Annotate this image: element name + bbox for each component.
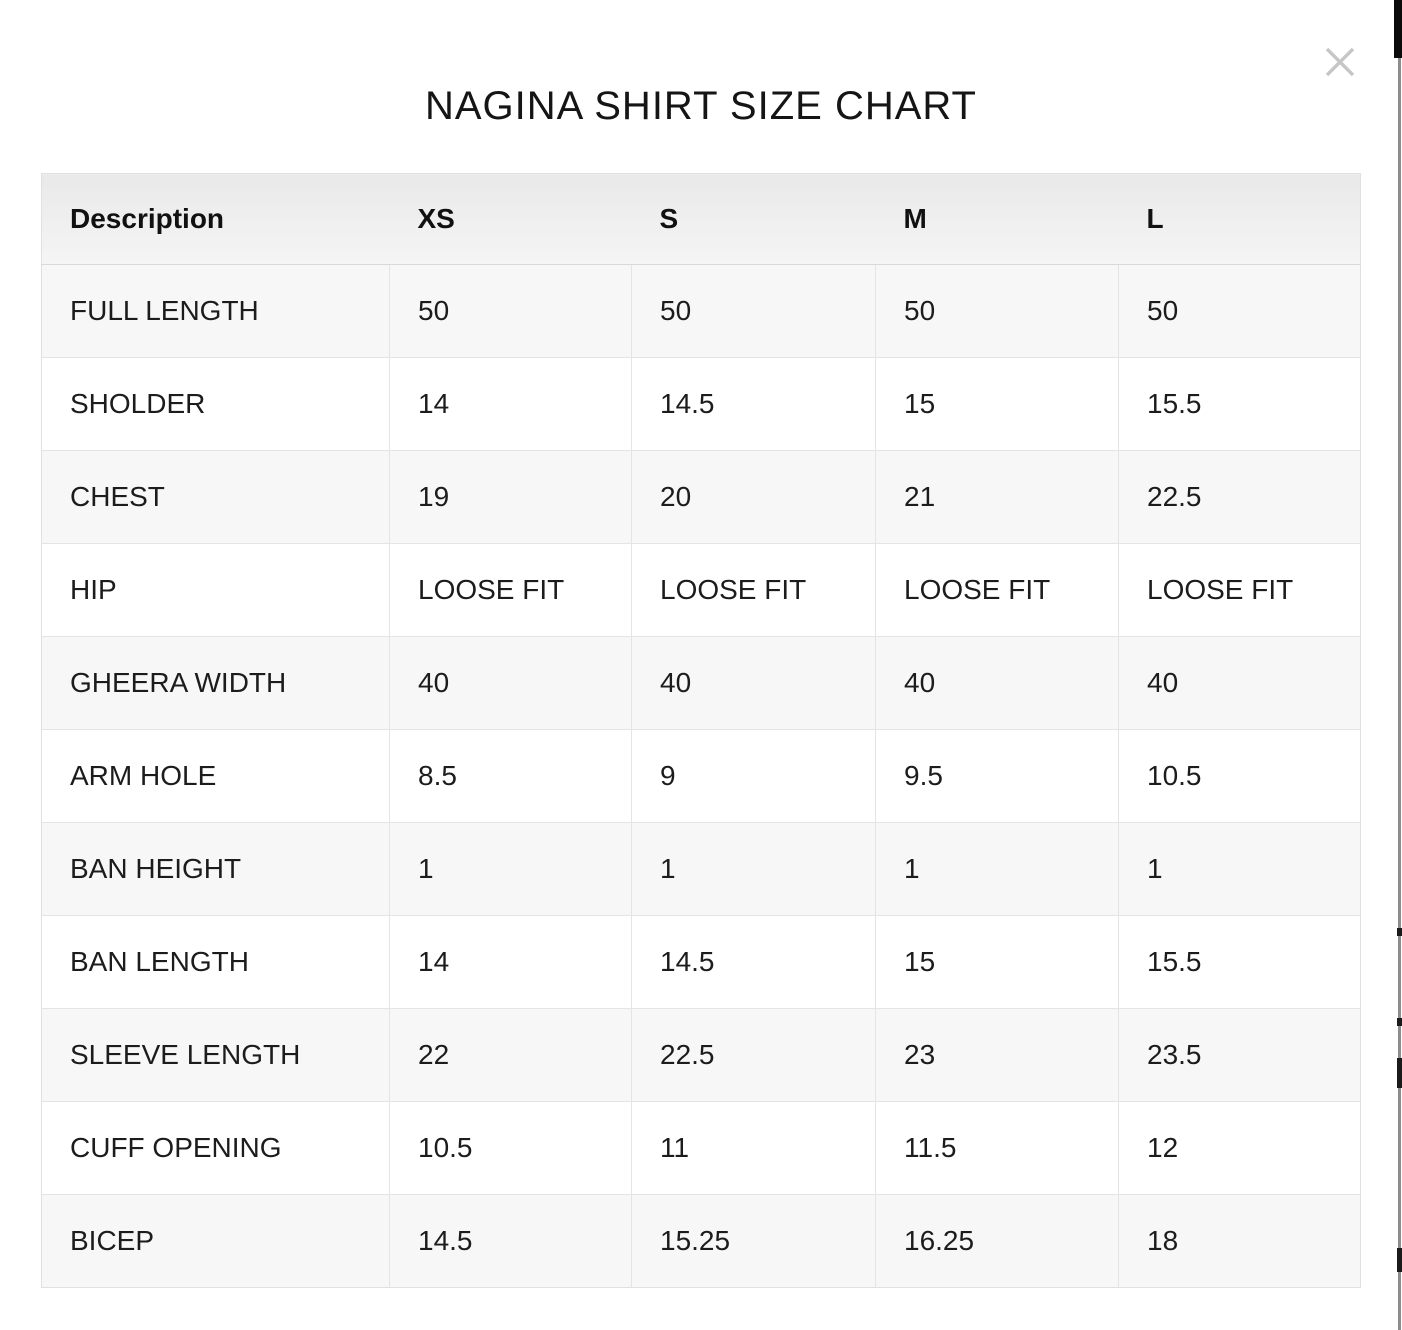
value-cell: 40 <box>1118 636 1361 730</box>
column-header: M <box>875 173 1119 265</box>
value-cell: 15.5 <box>1118 915 1361 1009</box>
value-cell: 23 <box>875 1008 1119 1102</box>
value-cell: 9 <box>631 729 876 823</box>
table-row: CUFF OPENING 10.5 11 11.5 12 <box>41 1101 1361 1195</box>
page-edge-mark <box>1397 1018 1402 1026</box>
value-cell: 50 <box>875 264 1119 358</box>
value-cell: 18 <box>1118 1194 1361 1288</box>
row-label-cell: HIP <box>41 543 390 637</box>
table-row: BAN HEIGHT 1 1 1 1 <box>41 822 1361 916</box>
value-cell: 22.5 <box>1118 450 1361 544</box>
value-cell: 1 <box>875 822 1119 916</box>
size-chart-table: Description XS S M L FULL LENGTH 50 50 50 50 SHOL… <box>41 173 1361 1288</box>
row-label-cell: CUFF OPENING <box>41 1101 390 1195</box>
table-row: GHEERA WIDTH 40 40 40 40 <box>41 636 1361 730</box>
value-cell: 15 <box>875 915 1119 1009</box>
value-cell: 8.5 <box>389 729 632 823</box>
value-cell: 10.5 <box>389 1101 632 1195</box>
row-label-cell: SHOLDER <box>41 357 390 451</box>
row-label-cell: BAN LENGTH <box>41 915 390 1009</box>
row-label-cell: ARM HOLE <box>41 729 390 823</box>
value-cell: 50 <box>631 264 876 358</box>
value-cell: 12 <box>1118 1101 1361 1195</box>
column-header: S <box>631 173 876 265</box>
value-cell: 11.5 <box>875 1101 1119 1195</box>
value-cell: LOOSE FIT <box>389 543 632 637</box>
value-cell: LOOSE FIT <box>631 543 876 637</box>
page-edge-mark <box>1397 928 1402 936</box>
table-row: BICEP 14.5 15.25 16.25 18 <box>41 1194 1361 1288</box>
row-label-cell: GHEERA WIDTH <box>41 636 390 730</box>
value-cell: 19 <box>389 450 632 544</box>
value-cell: 1 <box>1118 822 1361 916</box>
value-cell: 14 <box>389 915 632 1009</box>
row-label-cell: FULL LENGTH <box>41 264 390 358</box>
close-icon <box>1324 47 1356 81</box>
value-cell: 21 <box>875 450 1119 544</box>
value-cell: 14 <box>389 357 632 451</box>
value-cell: 14.5 <box>631 357 876 451</box>
value-cell: 15 <box>875 357 1119 451</box>
value-cell: LOOSE FIT <box>875 543 1119 637</box>
row-label-cell: CHEST <box>41 450 390 544</box>
row-label-cell: SLEEVE LENGTH <box>41 1008 390 1102</box>
value-cell: 16.25 <box>875 1194 1119 1288</box>
value-cell: 22 <box>389 1008 632 1102</box>
value-cell: LOOSE FIT <box>1118 543 1361 637</box>
value-cell: 50 <box>389 264 632 358</box>
value-cell: 50 <box>1118 264 1361 358</box>
value-cell: 23.5 <box>1118 1008 1361 1102</box>
page-edge-mark <box>1397 1248 1402 1272</box>
value-cell: 1 <box>389 822 632 916</box>
value-cell: 20 <box>631 450 876 544</box>
table-row: CHEST 19 20 21 22.5 <box>41 450 1361 544</box>
column-header: XS <box>389 173 632 265</box>
value-cell: 22.5 <box>631 1008 876 1102</box>
table-row: FULL LENGTH 50 50 50 50 <box>41 264 1361 358</box>
close-button[interactable] <box>1322 44 1358 80</box>
table-row: ARM HOLE 8.5 9 9.5 10.5 <box>41 729 1361 823</box>
value-cell: 14.5 <box>389 1194 632 1288</box>
table-row: SHOLDER 14 14.5 15 15.5 <box>41 357 1361 451</box>
value-cell: 11 <box>631 1101 876 1195</box>
value-cell: 15.5 <box>1118 357 1361 451</box>
table-row: BAN LENGTH 14 14.5 15 15.5 <box>41 915 1361 1009</box>
value-cell: 40 <box>875 636 1119 730</box>
table-row: HIP LOOSE FIT LOOSE FIT LOOSE FIT LOOSE FIT <box>41 543 1361 637</box>
value-cell: 40 <box>389 636 632 730</box>
scrollbar-track[interactable] <box>1398 58 1401 1330</box>
value-cell: 1 <box>631 822 876 916</box>
value-cell: 14.5 <box>631 915 876 1009</box>
table-header-row: Description XS S M L <box>41 173 1361 265</box>
value-cell: 40 <box>631 636 876 730</box>
size-chart-body: FULL LENGTH 50 50 50 50 SHOLDER 14 14.5 15 15.5 CH… <box>41 264 1361 1288</box>
row-label-cell: BICEP <box>41 1194 390 1288</box>
table-row: SLEEVE LENGTH 22 22.5 23 23.5 <box>41 1008 1361 1102</box>
value-cell: 10.5 <box>1118 729 1361 823</box>
page-edge-mark <box>1397 1058 1402 1088</box>
value-cell: 9.5 <box>875 729 1119 823</box>
value-cell: 15.25 <box>631 1194 876 1288</box>
row-label-cell: BAN HEIGHT <box>41 822 390 916</box>
background-page-edge <box>1394 0 1402 58</box>
column-header: L <box>1118 173 1361 265</box>
column-header: Description <box>41 173 390 265</box>
page-title: NAGINA SHIRT SIZE CHART <box>424 84 977 128</box>
